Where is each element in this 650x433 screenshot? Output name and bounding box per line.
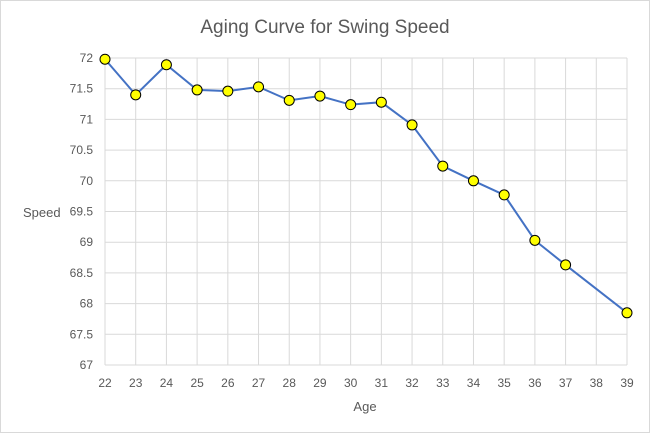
- x-tick-label: 35: [497, 376, 511, 390]
- y-tick-label: 69.5: [70, 205, 94, 219]
- x-tick-label: 38: [590, 376, 604, 390]
- x-tick-label: 29: [313, 376, 327, 390]
- x-tick-label: 34: [467, 376, 481, 390]
- x-tick-label: 23: [129, 376, 143, 390]
- data-point: [160, 59, 172, 71]
- data-point: [222, 85, 234, 97]
- x-axis-ticks: 22 23 24 25 26 27 28 29 30 31 32 33 34 35 36 37 38 39: [98, 376, 634, 390]
- x-tick-label: 27: [252, 376, 266, 390]
- data-point: [621, 307, 633, 319]
- x-tick-label: 26: [221, 376, 235, 390]
- data-point: [345, 99, 357, 111]
- y-tick-label: 70: [80, 174, 94, 188]
- data-point: [130, 89, 142, 101]
- x-tick-label: 36: [528, 376, 542, 390]
- x-tick-label: 30: [344, 376, 358, 390]
- data-point: [467, 175, 479, 187]
- y-tick-label: 71.5: [70, 82, 94, 96]
- x-tick-label: 32: [405, 376, 419, 390]
- y-tick-label: 68.5: [70, 266, 94, 280]
- data-point: [529, 234, 541, 246]
- chart-title: Aging Curve for Swing Speed: [200, 17, 449, 38]
- x-tick-label: 24: [160, 376, 174, 390]
- y-tick-label: 72: [80, 51, 94, 65]
- data-point: [560, 259, 572, 271]
- x-tick-label: 39: [620, 376, 634, 390]
- data-point: [406, 119, 418, 131]
- x-tick-label: 37: [559, 376, 573, 390]
- data-point: [498, 189, 510, 201]
- y-tick-label: 67: [80, 358, 94, 372]
- series-speed: [99, 53, 633, 319]
- y-tick-label: 70.5: [70, 143, 94, 157]
- data-point: [375, 96, 387, 108]
- data-point: [314, 90, 326, 102]
- data-point: [253, 81, 265, 93]
- x-tick-label: 22: [98, 376, 112, 390]
- x-tick-label: 28: [283, 376, 297, 390]
- y-axis-ticks: 67 67.5 68 68.5 69 69.5 70 70.5 71 71.5 72: [70, 51, 94, 372]
- data-point: [191, 84, 203, 96]
- x-tick-label: 31: [375, 376, 389, 390]
- data-point: [99, 53, 111, 65]
- x-tick-label: 25: [190, 376, 204, 390]
- y-tick-label: 69: [80, 235, 94, 249]
- y-tick-label: 67.5: [70, 327, 94, 341]
- grid-lines: [104, 57, 628, 366]
- y-tick-label: 68: [80, 297, 94, 311]
- data-point: [437, 160, 449, 172]
- series-line: [104, 58, 628, 314]
- x-tick-label: 33: [436, 376, 450, 390]
- y-axis-title: Speed: [23, 205, 61, 220]
- data-point: [283, 94, 295, 106]
- y-tick-label: 71: [80, 112, 94, 126]
- x-axis-title: Age: [353, 399, 376, 414]
